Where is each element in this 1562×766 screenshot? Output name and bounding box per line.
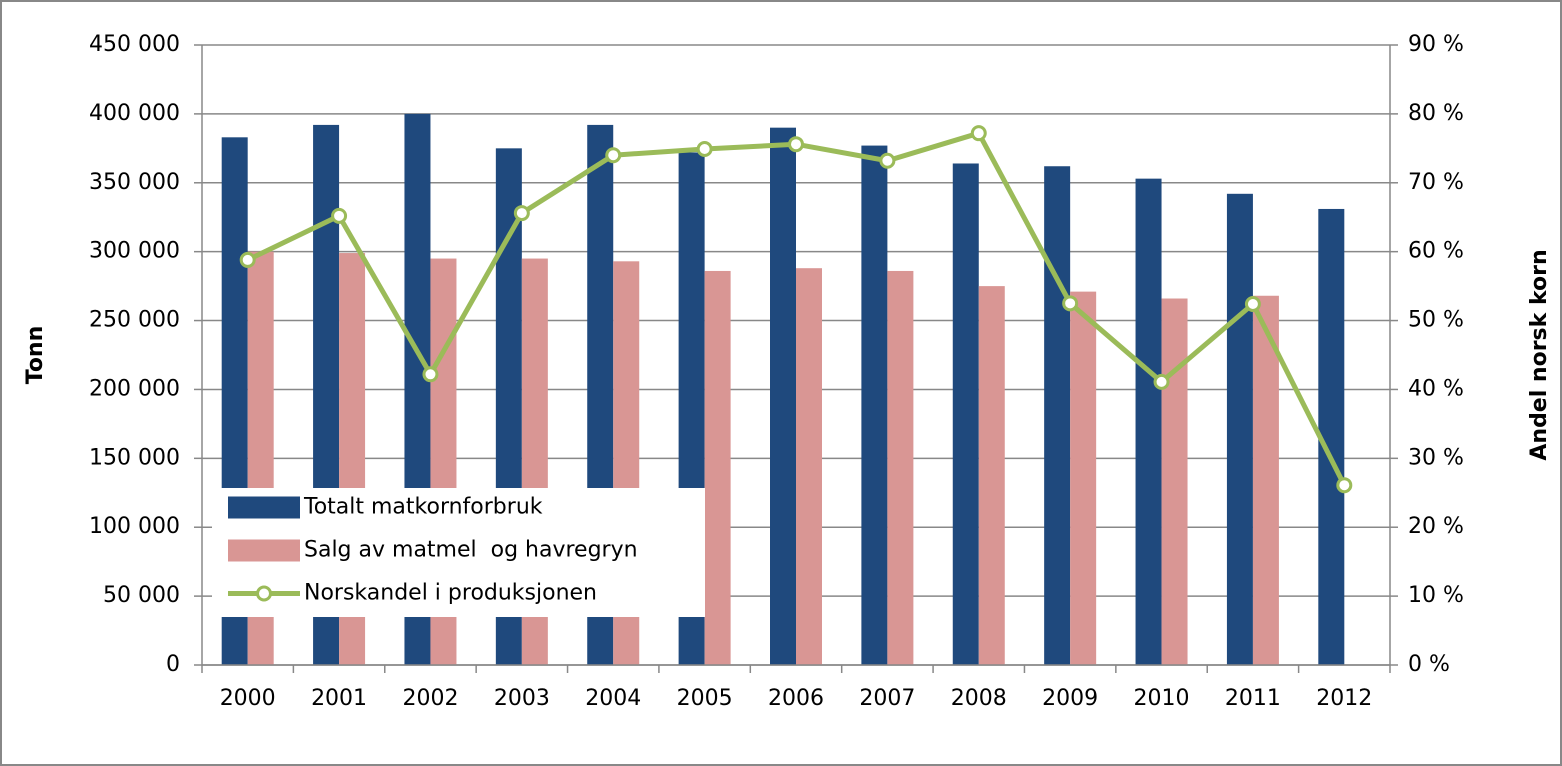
y-axis-title: Tonn (23, 326, 48, 385)
y-tick-label: 200 000 (89, 376, 180, 401)
x-tick-label: 2010 (1134, 686, 1190, 711)
bar (1161, 298, 1188, 665)
y-tick-label: 250 000 (89, 308, 180, 333)
x-tick-label: 2012 (1316, 686, 1372, 711)
bar (861, 145, 888, 666)
y2-tick-label: 0 % (1408, 652, 1450, 677)
bar (704, 270, 731, 665)
line-marker (879, 152, 896, 169)
y-tick-label: 350 000 (89, 170, 180, 195)
bar (1252, 295, 1279, 665)
x-tick-label: 2002 (402, 686, 458, 711)
line-marker (605, 147, 622, 164)
x-tick-label: 2004 (585, 686, 641, 711)
bar (978, 286, 1005, 665)
x-tick-label: 2001 (311, 686, 367, 711)
y2-tick-label: 90 % (1408, 32, 1464, 57)
bar (1044, 166, 1071, 665)
line-marker (1062, 295, 1079, 312)
bar (887, 270, 914, 665)
line-marker (1244, 296, 1261, 313)
x-tick-label: 2003 (494, 686, 550, 711)
y-tick-label: 450 000 (89, 32, 180, 57)
legend-label: Salg av matmel og havregryn (304, 538, 638, 563)
legend-label: Norskandel i produksjonen (304, 581, 597, 606)
y-tick-label: 400 000 (89, 101, 180, 126)
line-marker (970, 125, 987, 142)
line-marker (1153, 373, 1170, 390)
x-tick-label: 2008 (951, 686, 1007, 711)
line-marker (331, 207, 348, 224)
line-marker (422, 366, 439, 383)
y2-axis-title: Andel norsk korn (1527, 249, 1552, 460)
y2-tick-label: 80 % (1408, 101, 1464, 126)
y-tick-label: 150 000 (89, 445, 180, 470)
y2-tick-label: 60 % (1408, 239, 1464, 264)
y2-tick-label: 30 % (1408, 445, 1464, 470)
bar (1070, 291, 1097, 665)
x-tick-label: 2007 (859, 686, 915, 711)
x-tick-label: 2000 (220, 686, 276, 711)
y-tick-label: 100 000 (89, 514, 180, 539)
x-tick-label: 2005 (677, 686, 733, 711)
bar (770, 127, 796, 665)
x-tick-label: 2011 (1225, 686, 1281, 711)
y2-tick-label: 70 % (1408, 170, 1464, 195)
line-marker (1336, 477, 1353, 494)
y2-tick-label: 50 % (1408, 308, 1464, 333)
y-tick-label: 300 000 (89, 239, 180, 264)
line-marker (239, 251, 256, 268)
line-marker (696, 141, 713, 158)
bar (1226, 193, 1253, 666)
x-tick-label: 2009 (1042, 686, 1098, 711)
y-tick-label: 0 (166, 652, 180, 677)
legend-marker (256, 585, 272, 602)
y2-tick-label: 20 % (1408, 514, 1464, 539)
bar (952, 163, 979, 665)
line-marker (788, 136, 804, 153)
bar (1135, 178, 1162, 665)
y2-tick-label: 10 % (1408, 583, 1464, 608)
x-tick-label: 2006 (768, 686, 824, 711)
legend-swatch (228, 496, 300, 519)
legend-swatch (228, 539, 300, 562)
legend-label: Totalt matkornforbruk (303, 495, 543, 520)
line-marker (513, 205, 530, 222)
y-tick-label: 50 000 (103, 583, 180, 608)
bar (796, 268, 822, 665)
y2-tick-label: 40 % (1408, 376, 1464, 401)
